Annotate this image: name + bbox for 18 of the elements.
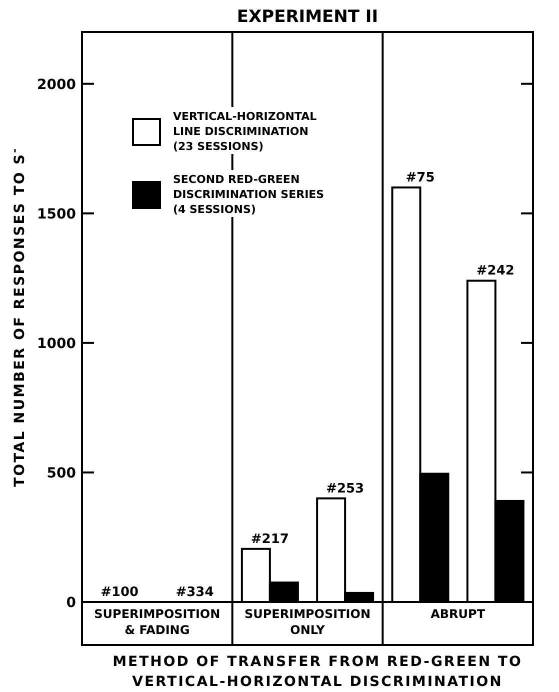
chart-title: EXPERIMENT II [236,7,378,27]
y-tick-label: 2000 [37,76,76,93]
text: ABRUPT [430,607,486,621]
y-tick-label: 0 [66,595,76,611]
x-tick-label: #253 [326,481,364,496]
legend-label: VERTICAL-HORIZONTAL LINE DISCRIMINATION (23 SESSIONS) [173,110,317,153]
x-tick-label: #242 [476,264,514,279]
text: SUPERIMPOSITION & FADING [94,607,220,637]
x-tick-label: #217 [250,532,289,547]
x-tick-label: #75 [406,170,435,186]
x-tick-label: #100 [100,585,139,600]
text: SUPERIMPOSITION ONLY [244,607,371,637]
y-tick-label: 1000 [37,336,76,352]
legend-label: SECOND RED-GREEN DISCRIMINATION SERIES (4 SESSIONS) [173,173,324,216]
y-tick-label: 1500 [37,206,76,222]
x-axis-title: METHOD OF TRANSFER FROM RED-GREEN TO VERTICAL-HORIZONTAL DISCRIMINATION [112,654,522,690]
x-tick-label: #334 [176,585,214,600]
y-tick-label: 500 [46,465,76,482]
